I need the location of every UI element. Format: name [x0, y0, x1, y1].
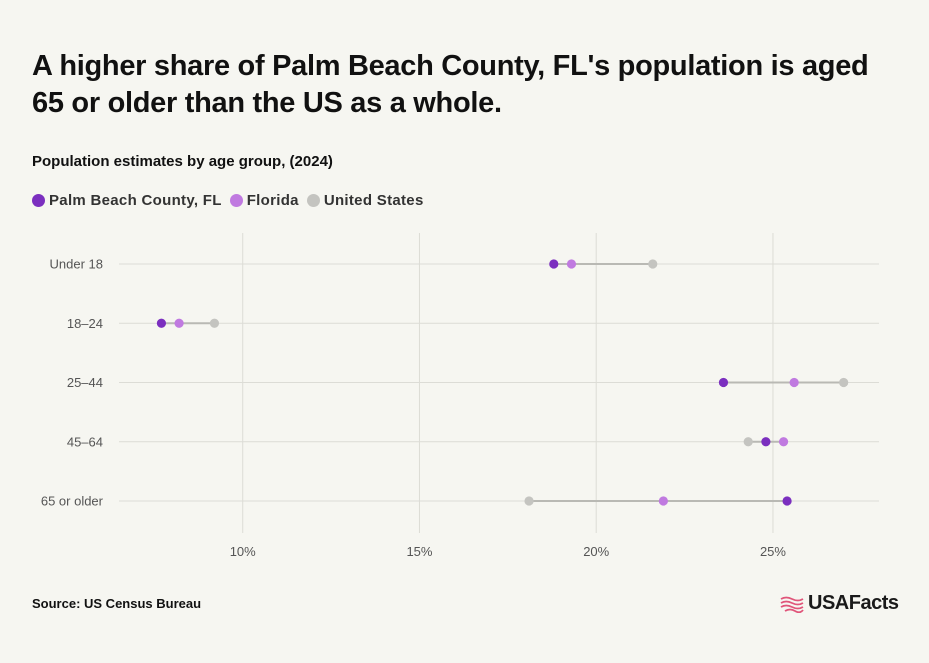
legend-swatch-florida [229, 194, 243, 207]
x-tick-label: 25% [760, 544, 786, 559]
source-note: Source: US Census Bureau [32, 596, 202, 611]
usafacts-logo: USAFacts [780, 592, 899, 615]
data-point [648, 259, 658, 269]
category-label: 25–44 [67, 375, 103, 390]
x-tick-label: 15% [406, 544, 432, 559]
data-point [778, 437, 789, 447]
data-point [524, 496, 534, 506]
legend-item-palm-beach: Palm Beach County, FL [32, 192, 222, 209]
data-point [782, 496, 792, 506]
x-tick-label: 10% [230, 544, 256, 559]
data-point [718, 377, 729, 388]
data-point [566, 259, 577, 269]
chart-subtitle: Population estimates by age group, (2024… [32, 153, 333, 170]
legend-swatch-palm-beach [32, 194, 45, 207]
chart-title: A higher share of Palm Beach County, FL'… [32, 50, 869, 119]
flag-icon [780, 596, 804, 613]
data-point [549, 259, 559, 269]
data-point [658, 496, 668, 506]
legend-item-florida: Florida [229, 192, 299, 209]
brand-name: USAFacts [808, 592, 899, 614]
data-point [209, 318, 220, 328]
x-tick-label: 20% [583, 544, 609, 559]
data-point [839, 377, 849, 388]
category-label: 65 or older [41, 494, 104, 509]
legend-item-united-states: United States [306, 192, 424, 209]
dot-plot: 10% 15% 20% 25% Under 18 18–24 25–44 45–64 65 or… [41, 233, 879, 559]
data-point [761, 437, 771, 447]
data-point [174, 318, 184, 328]
legend-label-florida: Florida [246, 192, 299, 209]
data-point [789, 377, 799, 388]
category-label: Under 18 [50, 257, 103, 272]
category-label: 18–24 [67, 316, 103, 331]
category-label: 45–64 [67, 434, 103, 449]
data-point [156, 318, 167, 328]
legend-swatch-united-states [306, 194, 320, 207]
legend-label-palm-beach: Palm Beach County, FL [49, 192, 222, 209]
legend-label-united-states: United States [323, 192, 424, 209]
legend: Palm Beach County, FL Florida United Sta… [32, 192, 432, 209]
data-point [743, 437, 753, 447]
